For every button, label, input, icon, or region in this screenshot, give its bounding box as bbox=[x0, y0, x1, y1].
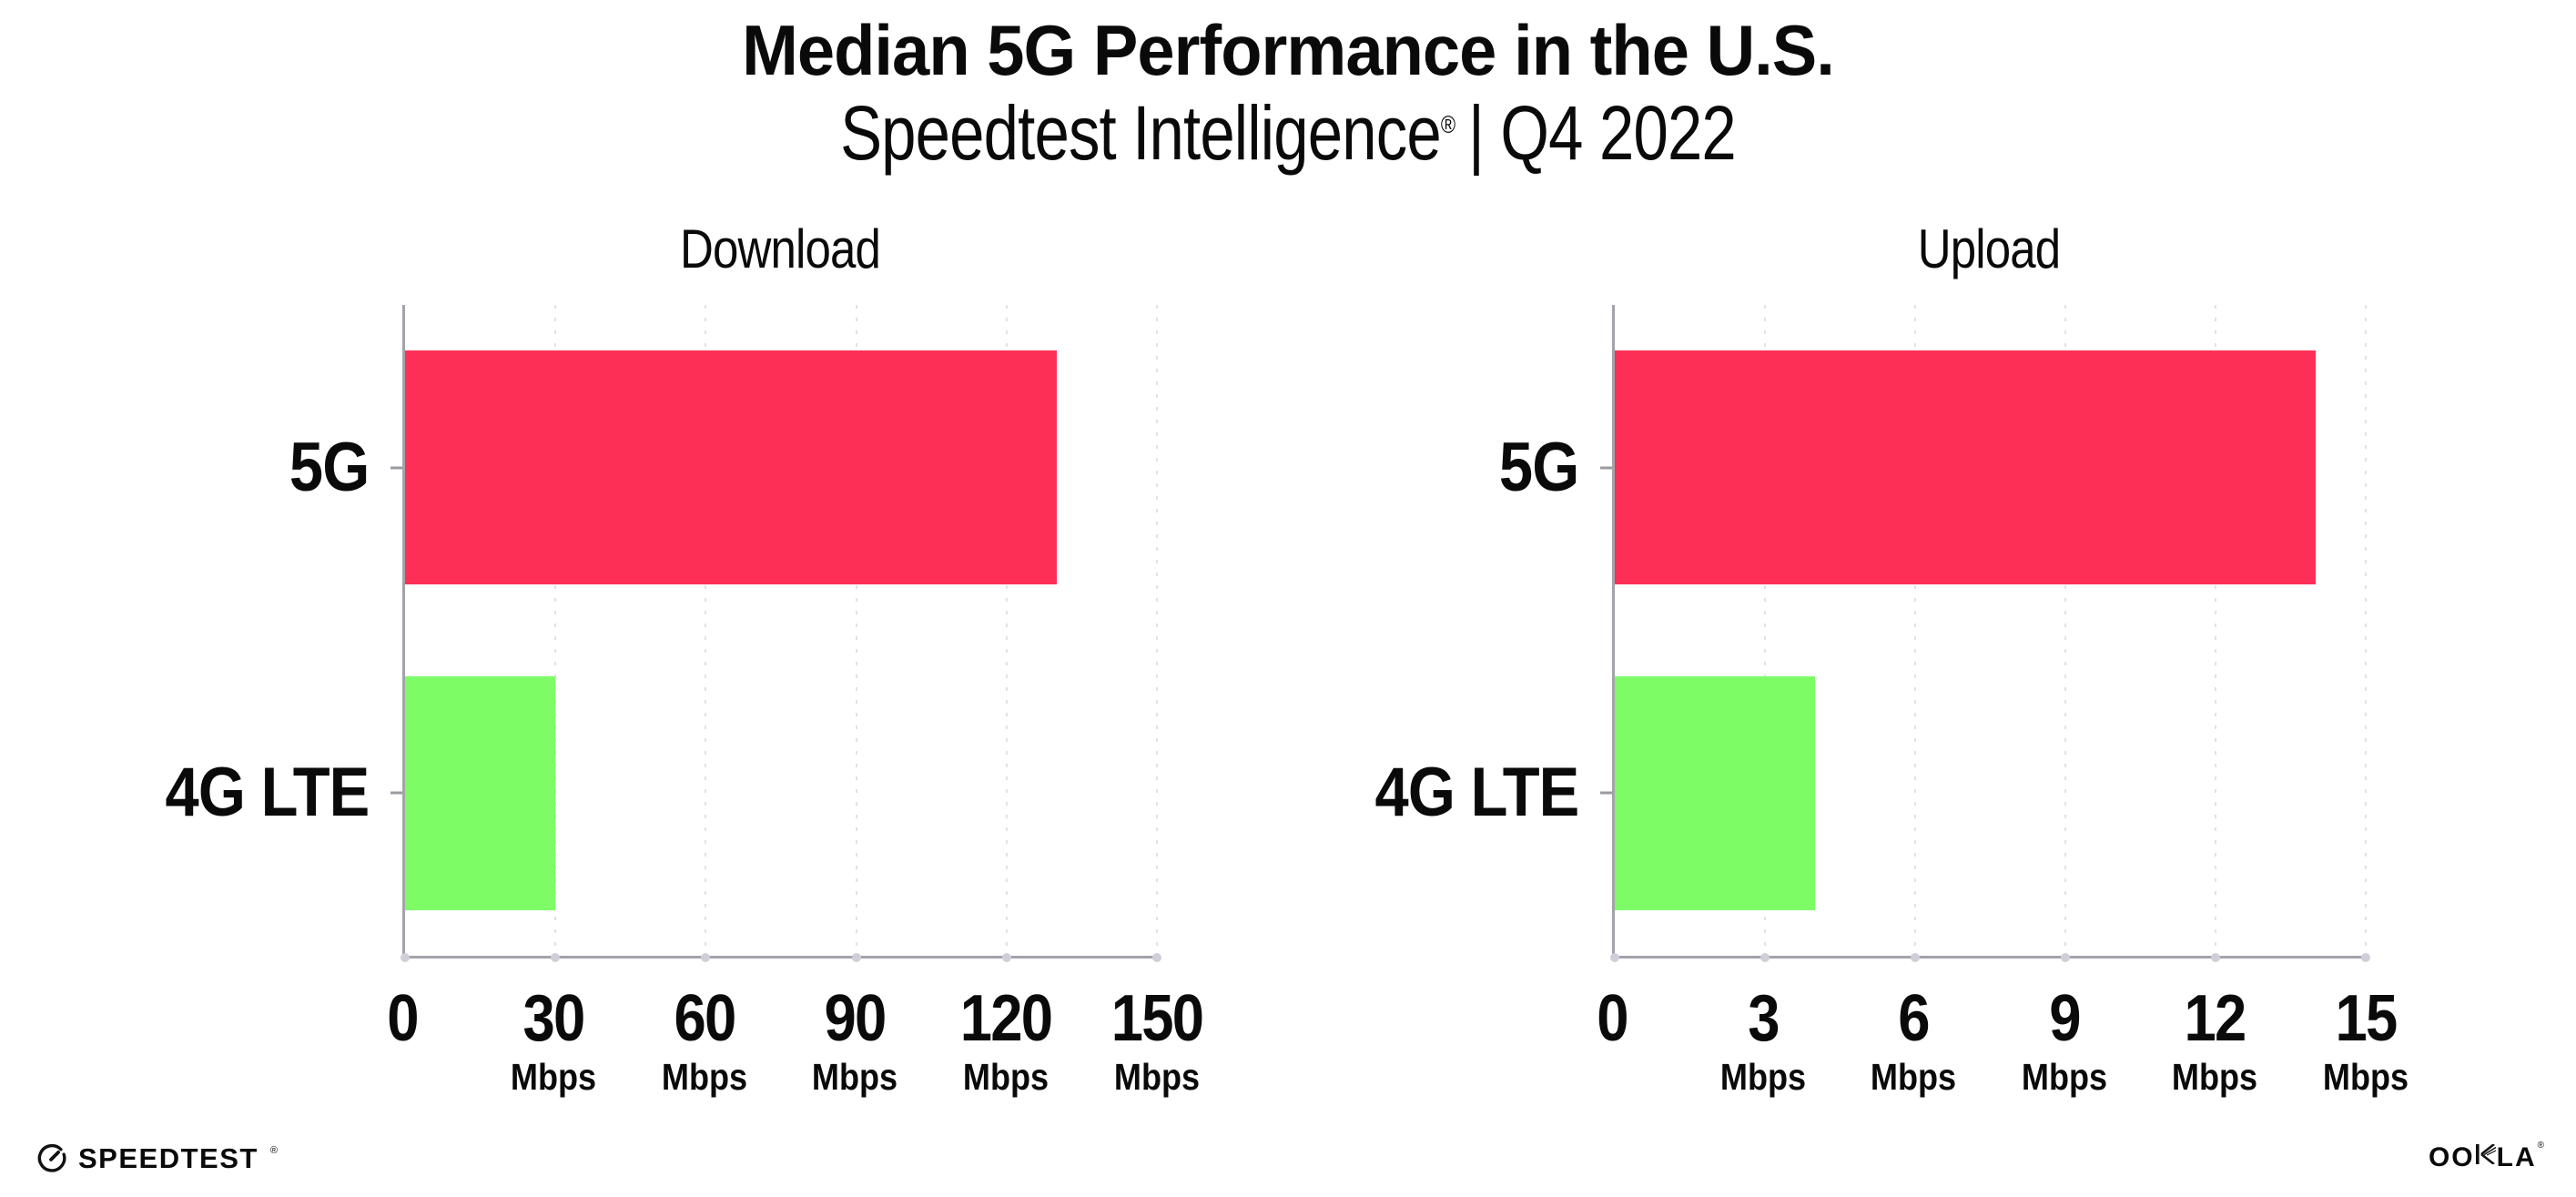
x-tick-value: 6 bbox=[1898, 982, 1930, 1055]
gridline bbox=[1914, 305, 1916, 956]
x-tick-value: 0 bbox=[387, 982, 419, 1055]
axis-tick-dot bbox=[1001, 953, 1011, 962]
gridline bbox=[554, 305, 557, 956]
x-tick-unit: Mbps bbox=[2021, 1056, 2107, 1098]
download-chart: Download 5G 4G LTE 0 30 Mbps 60 Mbps 90 Mbps 120… bbox=[165, 218, 1204, 1096]
row-label-5g: 5G bbox=[289, 428, 370, 506]
plot-area: 5G 4G LTE bbox=[1374, 305, 2370, 962]
x-tick-value: 60 bbox=[674, 982, 736, 1055]
ookla-wordmark-left: OO bbox=[2428, 1142, 2475, 1172]
x-tick-unit: Mbps bbox=[1871, 1056, 1957, 1098]
x-tick: 15 Mbps bbox=[2317, 986, 2414, 1096]
x-axis-labels: 0 3 Mbps 6 Mbps 9 Mbps 12 Mbps 15 Mbps bbox=[1597, 959, 2409, 1104]
ookla-k-icon bbox=[2475, 1144, 2496, 1164]
axis-tick-dot bbox=[401, 953, 410, 962]
x-tick-unit: Mbps bbox=[1113, 1056, 1201, 1098]
x-tick-unit: Mbps bbox=[2322, 1056, 2409, 1098]
y-tick-mark bbox=[390, 466, 402, 470]
axis-tick-dot bbox=[1760, 953, 1770, 962]
upload-chart: Upload 5G 4G LTE 0 3 Mbps 6 Mbps 9 Mbps 12 Mbps 15… bbox=[1374, 218, 2409, 1096]
x-tick: 150 Mbps bbox=[1105, 986, 1209, 1096]
x-tick-unit: Mbps bbox=[510, 1056, 596, 1098]
gridline bbox=[855, 305, 857, 956]
x-tick-value: 90 bbox=[824, 982, 887, 1055]
upload-chart-title: Upload bbox=[1917, 218, 2061, 279]
y-tick-mark bbox=[1600, 791, 1612, 795]
x-tick: 9 Mbps bbox=[2015, 986, 2113, 1096]
axis-tick-dot bbox=[2361, 953, 2370, 962]
row-label-5g: 5G bbox=[1498, 428, 1579, 506]
row-label-4g-lte: 4G LTE bbox=[1374, 754, 1579, 832]
speedtest-logo: SPEEDTEST ® bbox=[36, 1141, 278, 1174]
gridline bbox=[1764, 305, 1766, 956]
x-axis-labels: 0 30 Mbps 60 Mbps 90 Mbps 120 Mbps 150 Mbps bbox=[387, 959, 1204, 1104]
x-tick: 6 Mbps bbox=[1865, 986, 1962, 1096]
page-title: Median 5G Performance in the U.S. bbox=[742, 10, 1835, 90]
subtitle-period: | Q4 2022 bbox=[1468, 90, 1737, 176]
x-tick: 3 Mbps bbox=[1714, 986, 1811, 1096]
plot-area: 5G 4G LTE bbox=[165, 305, 1161, 962]
x-tick: 30 Mbps bbox=[504, 986, 602, 1096]
axis-tick-dot bbox=[2211, 953, 2220, 962]
bar-5g bbox=[1615, 350, 2316, 585]
x-tick-value: 150 bbox=[1111, 982, 1204, 1055]
axis-tick-dot bbox=[851, 953, 861, 962]
gridline bbox=[2064, 305, 2066, 956]
x-tick-unit: Mbps bbox=[2172, 1056, 2258, 1098]
gridline bbox=[2215, 305, 2216, 956]
x-tick: 0 bbox=[385, 986, 420, 1051]
y-tick-mark bbox=[390, 791, 402, 795]
x-tick-value: 30 bbox=[522, 982, 585, 1055]
x-tick: 120 Mbps bbox=[954, 986, 1058, 1096]
bar-5g bbox=[405, 350, 1057, 585]
x-tick-unit: Mbps bbox=[963, 1056, 1050, 1098]
x-tick: 12 Mbps bbox=[2166, 986, 2264, 1096]
gridline bbox=[1005, 305, 1008, 956]
axis-tick-dot bbox=[1911, 953, 1920, 962]
ookla-wordmark-right: LA bbox=[2496, 1142, 2537, 1172]
registered-mark-icon: ® bbox=[2537, 1141, 2544, 1151]
registered-mark-icon: ® bbox=[269, 1145, 278, 1156]
x-tick-value: 3 bbox=[1747, 982, 1780, 1055]
axis-tick-dot bbox=[2061, 953, 2070, 962]
download-chart-title: Download bbox=[679, 218, 880, 279]
gridline bbox=[2365, 305, 2367, 956]
subtitle-brand: Speedtest Intelligence bbox=[840, 90, 1442, 176]
row-label-4g-lte: 4G LTE bbox=[165, 754, 370, 832]
speedtest-gauge-icon bbox=[37, 1143, 66, 1172]
axis-tick-dot bbox=[701, 953, 711, 962]
ookla-logo: OO LA ® bbox=[2428, 1141, 2544, 1172]
y-tick-mark bbox=[1600, 466, 1612, 470]
x-tick-value: 12 bbox=[2184, 982, 2247, 1055]
axis-tick-dot bbox=[1152, 953, 1161, 962]
x-tick-value: 9 bbox=[2049, 982, 2081, 1055]
x-tick-unit: Mbps bbox=[1719, 1056, 1806, 1098]
bar-4g-lte bbox=[405, 675, 556, 910]
x-tick: 60 Mbps bbox=[655, 986, 753, 1096]
gridline bbox=[705, 305, 707, 956]
speedtest-wordmark: SPEEDTEST bbox=[78, 1141, 259, 1174]
x-tick: 90 Mbps bbox=[806, 986, 904, 1096]
x-tick-value: 0 bbox=[1597, 982, 1628, 1055]
x-tick-unit: Mbps bbox=[812, 1056, 898, 1098]
x-tick: 0 bbox=[1595, 986, 1629, 1051]
x-tick-value: 120 bbox=[959, 982, 1053, 1055]
axis-tick-dot bbox=[1610, 953, 1619, 962]
page-subtitle: Speedtest Intelligence® | Q4 2022 bbox=[232, 93, 2345, 173]
registered-mark-icon: ® bbox=[1440, 111, 1455, 138]
axis-tick-dot bbox=[551, 953, 561, 962]
x-tick-unit: Mbps bbox=[661, 1056, 747, 1098]
x-tick-value: 15 bbox=[2335, 982, 2399, 1055]
bar-4g-lte bbox=[1615, 675, 1815, 910]
gridline bbox=[1156, 305, 1158, 956]
